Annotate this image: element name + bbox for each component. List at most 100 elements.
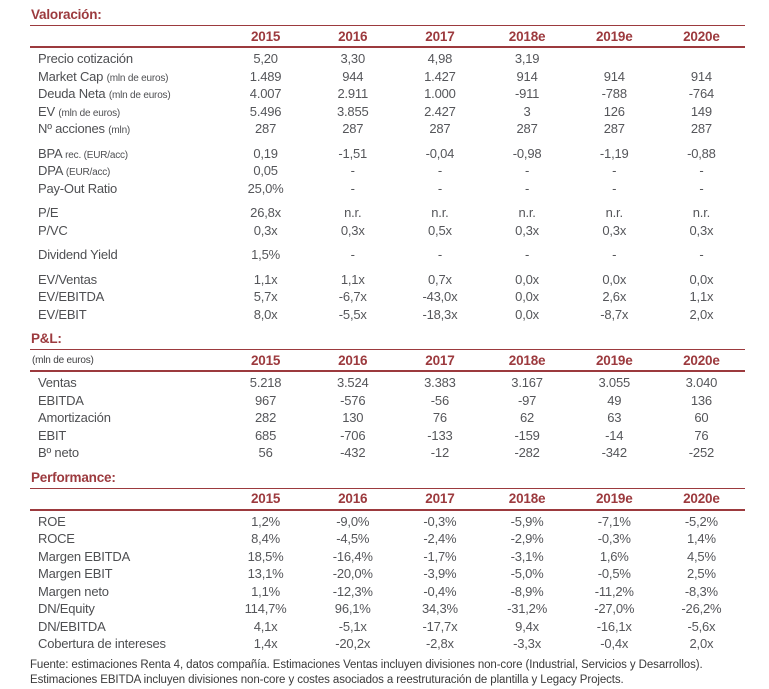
table-cell: 76 (694, 427, 709, 443)
table-cell: 18,5% (247, 548, 284, 564)
table-cell: - (612, 163, 617, 179)
table-cell: 914 (516, 68, 538, 84)
section-title-valoracion: Valoración: (30, 6, 745, 26)
table-cell: -706 (340, 427, 366, 443)
table-cell: 1.489 (249, 68, 282, 84)
table-cell: 26,8x (250, 205, 281, 221)
row-label: EV/EBIT (30, 307, 222, 322)
row-label-text: DPA (38, 163, 63, 179)
table-cell: 1,4x (253, 636, 278, 652)
table-cell: 3.855 (336, 103, 369, 119)
year-header-2017: 2017 (425, 491, 455, 506)
table-cell: -56 (430, 392, 449, 408)
table-cell: -2,9% (510, 531, 544, 547)
table-row: Pay-Out Ratio 25,0% - - - - - (30, 180, 745, 198)
table-cell: -282 (514, 445, 540, 461)
row-group: EV/Ventas 1,1x 1,1x 0,7x 0,0x 0,0x 0,0x EV/EBIT… (30, 271, 745, 324)
table-row: BPA rec. (EUR/acc) 0,19 -1,51 -0,04 -0,98 -1,… (30, 145, 745, 163)
table-cell: - (612, 247, 617, 263)
table-row: Amortización 282 130 76 62 63 60 (30, 409, 745, 427)
year-header-2018e: 2018e (508, 28, 546, 44)
source-note-line1: Fuente: estimaciones Renta 4, datos comp… (30, 658, 703, 671)
table-cell: 8,0x (253, 306, 278, 322)
year-header-2017: 2017 (425, 28, 455, 44)
table-header-row: 2015 2016 2017 2018e 2019e 2020e (30, 489, 745, 511)
row-label-text: EV (38, 103, 55, 119)
table-cell: 0,5x (428, 222, 452, 238)
table-cell: - (699, 180, 704, 196)
table-cell: -8,9% (510, 583, 544, 599)
table-cell: -18,3x (422, 306, 458, 322)
row-label: Nº acciones (mln) (30, 121, 222, 136)
table-cell: - (612, 180, 617, 196)
table-cell: 287 (342, 121, 364, 137)
table-cell: n.r. (431, 205, 449, 221)
table-cell: 685 (255, 427, 277, 443)
table-cell: 2.427 (424, 103, 456, 119)
table-cell: -5,1x (338, 618, 367, 634)
row-label-text: Deuda Neta (38, 86, 106, 102)
row-label-text: P/E (38, 205, 59, 221)
table-cell: -5,6x (687, 618, 716, 634)
table-cell: -0,04 (425, 145, 455, 161)
year-header-2015: 2015 (250, 352, 281, 368)
table-cell: 0,3x (689, 222, 714, 238)
table-cell: -133 (427, 427, 453, 443)
year-header-2017: 2017 (425, 352, 455, 368)
table-body: Precio cotización 5,20 3,30 4,98 3,19 Market … (30, 48, 745, 323)
section-valoracion: Valoración: 2015 2016 2017 2018e 2019e 2… (30, 6, 745, 323)
table-cell: 2.911 (337, 86, 369, 102)
table-cell: -1,51 (338, 145, 368, 161)
table-cell: 3.040 (685, 375, 718, 391)
table-cell: -20,0% (332, 566, 373, 582)
table-cell: n.r. (605, 205, 623, 221)
table-row: EBITDA 967 -576 -56 -97 49 136 (30, 392, 745, 410)
table-cell: 4,1x (253, 618, 278, 634)
row-label-text: EBITDA (38, 392, 84, 408)
table-cell: 149 (690, 103, 712, 119)
row-label-unit: (mln de euros) (106, 72, 169, 84)
table-cell: -43,0x (422, 289, 458, 305)
table-cell: 914 (603, 68, 625, 84)
table-cell: 8,4% (251, 531, 280, 547)
row-label-text: Margen neto (38, 583, 109, 599)
table-cell: -4,5% (336, 531, 370, 547)
table-row: Margen EBITDA 18,5% -16,4% -1,7% -3,1% 1,6% 4,… (30, 548, 745, 566)
table-cell: -8,7x (600, 306, 629, 322)
table-cell: 0,0x (689, 271, 714, 287)
table-cell: -8,3% (684, 583, 718, 599)
table-cell: -911 (514, 86, 540, 102)
table-row: Precio cotización 5,20 3,30 4,98 3,19 (30, 50, 745, 68)
table-cell: 76 (432, 410, 447, 426)
table-cell: -0,5% (597, 566, 631, 582)
row-label-text: BPA (38, 145, 62, 161)
table-cell: - (437, 247, 442, 263)
table-cell: -0,4x (600, 636, 629, 652)
table-row: Margen neto 1,1% -12,3% -0,4% -8,9% -11,2% -8,… (30, 583, 745, 601)
row-label: Ventas (30, 375, 222, 390)
table-cell: 0,3x (515, 222, 539, 238)
year-header-2020e: 2020e (683, 352, 720, 368)
table-row: EV/EBITDA 5,7x -6,7x -43,0x 0,0x 2,6x 1,1x (30, 288, 745, 306)
table-header-row: (mln de euros) 2015 2016 2017 2018e 2019… (30, 350, 745, 372)
table-cell: 4,98 (427, 51, 453, 67)
table-cell: 0,0x (515, 289, 539, 305)
table-cell: -788 (601, 86, 627, 102)
table-cell: 3.383 (424, 375, 456, 391)
table-cell: 96,1% (334, 601, 371, 617)
table-cell: -5,9% (510, 513, 544, 529)
row-label-text: Margen EBIT (38, 566, 113, 582)
table-cell: -2,8x (425, 636, 454, 652)
table-cell: -0,3% (597, 531, 631, 547)
year-header-2020e: 2020e (683, 28, 720, 44)
row-label-unit: (mln de euros) (108, 90, 171, 102)
row-label-text: ROCE (38, 531, 75, 547)
row-label-unit: (mln de euros) (58, 107, 121, 119)
section-pl: P&L: (mln de euros) 2015 2016 2017 2018e… (30, 330, 745, 462)
table-cell: 1,5% (251, 247, 280, 263)
table-cell: -16,1x (596, 618, 632, 634)
table-cell: -576 (340, 392, 366, 408)
section-title-performance: Performance: (30, 469, 745, 489)
table-cell: -11,2% (594, 583, 634, 599)
year-header-2016: 2016 (338, 491, 368, 506)
